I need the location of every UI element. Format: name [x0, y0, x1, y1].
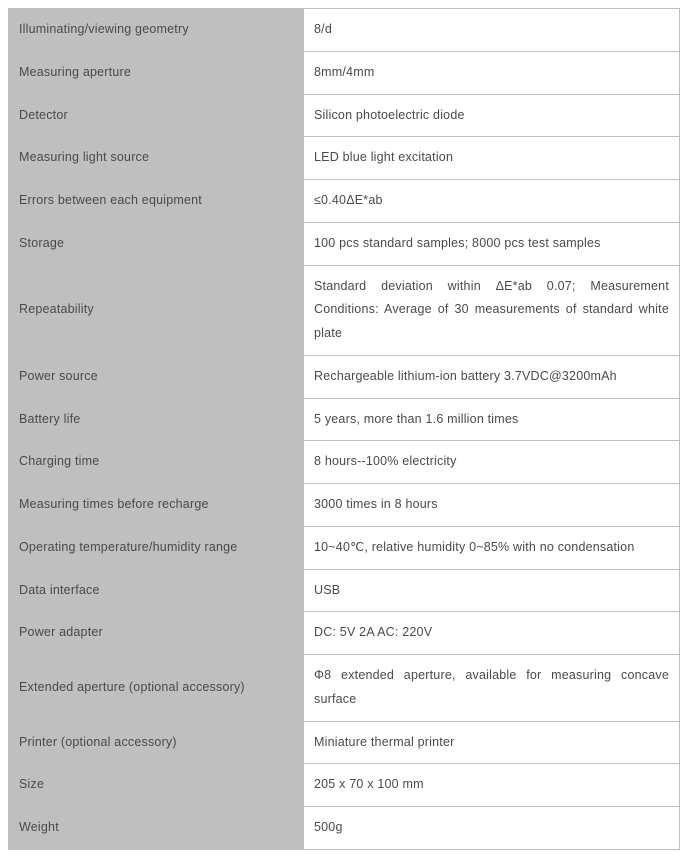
spec-label: Charging time	[9, 441, 304, 484]
table-row: DetectorSilicon photoelectric diode	[9, 94, 680, 137]
spec-value: 8mm/4mm	[304, 51, 680, 94]
spec-value: Miniature thermal printer	[304, 721, 680, 764]
spec-value: 205 x 70 x 100 mm	[304, 764, 680, 807]
spec-label: Measuring times before recharge	[9, 484, 304, 527]
spec-label: Operating temperature/humidity range	[9, 526, 304, 569]
spec-label: Illuminating/viewing geometry	[9, 9, 304, 52]
spec-value: 100 pcs standard samples; 8000 pcs test …	[304, 222, 680, 265]
specs-table: Illuminating/viewing geometry8/dMeasurin…	[8, 8, 680, 850]
spec-value: 10~40℃, relative humidity 0~85% with no …	[304, 526, 680, 569]
spec-value: 3000 times in 8 hours	[304, 484, 680, 527]
spec-label: Storage	[9, 222, 304, 265]
spec-label: Printer (optional accessory)	[9, 721, 304, 764]
table-row: Power adapterDC: 5V 2A AC: 220V	[9, 612, 680, 655]
table-row: Measuring light sourceLED blue light exc…	[9, 137, 680, 180]
spec-value: DC: 5V 2A AC: 220V	[304, 612, 680, 655]
table-row: Measuring times before recharge3000 time…	[9, 484, 680, 527]
spec-value: ≤0.40ΔE*ab	[304, 180, 680, 223]
spec-value: 5 years, more than 1.6 million times	[304, 398, 680, 441]
table-row: Extended aperture (optional accessory)Φ8…	[9, 655, 680, 722]
table-row: Weight500g	[9, 807, 680, 850]
spec-value: Standard deviation within ΔE*ab 0.07; Me…	[304, 265, 680, 355]
spec-value: LED blue light excitation	[304, 137, 680, 180]
table-row: Printer (optional accessory)Miniature th…	[9, 721, 680, 764]
spec-value: USB	[304, 569, 680, 612]
spec-label: Measuring aperture	[9, 51, 304, 94]
table-row: Power sourceRechargeable lithium-ion bat…	[9, 355, 680, 398]
table-row: Charging time8 hours--100% electricity	[9, 441, 680, 484]
spec-label: Power adapter	[9, 612, 304, 655]
spec-label: Data interface	[9, 569, 304, 612]
table-row: Measuring aperture8mm/4mm	[9, 51, 680, 94]
table-row: Size205 x 70 x 100 mm	[9, 764, 680, 807]
spec-value: 8 hours--100% electricity	[304, 441, 680, 484]
table-row: Data interfaceUSB	[9, 569, 680, 612]
table-row: Errors between each equipment≤0.40ΔE*ab	[9, 180, 680, 223]
table-row: Operating temperature/humidity range10~4…	[9, 526, 680, 569]
table-row: RepeatabilityStandard deviation within Δ…	[9, 265, 680, 355]
spec-label: Size	[9, 764, 304, 807]
spec-label: Extended aperture (optional accessory)	[9, 655, 304, 722]
table-row: Battery life5 years, more than 1.6 milli…	[9, 398, 680, 441]
spec-value: 500g	[304, 807, 680, 850]
spec-value: 8/d	[304, 9, 680, 52]
table-row: Storage100 pcs standard samples; 8000 pc…	[9, 222, 680, 265]
spec-label: Detector	[9, 94, 304, 137]
spec-label: Weight	[9, 807, 304, 850]
spec-label: Errors between each equipment	[9, 180, 304, 223]
specs-tbody: Illuminating/viewing geometry8/dMeasurin…	[9, 9, 680, 850]
table-row: Illuminating/viewing geometry8/d	[9, 9, 680, 52]
spec-label: Repeatability	[9, 265, 304, 355]
spec-value: Rechargeable lithium-ion battery 3.7VDC@…	[304, 355, 680, 398]
spec-label: Measuring light source	[9, 137, 304, 180]
spec-label: Power source	[9, 355, 304, 398]
spec-value: Silicon photoelectric diode	[304, 94, 680, 137]
spec-value: Φ8 extended aperture, available for meas…	[304, 655, 680, 722]
spec-label: Battery life	[9, 398, 304, 441]
